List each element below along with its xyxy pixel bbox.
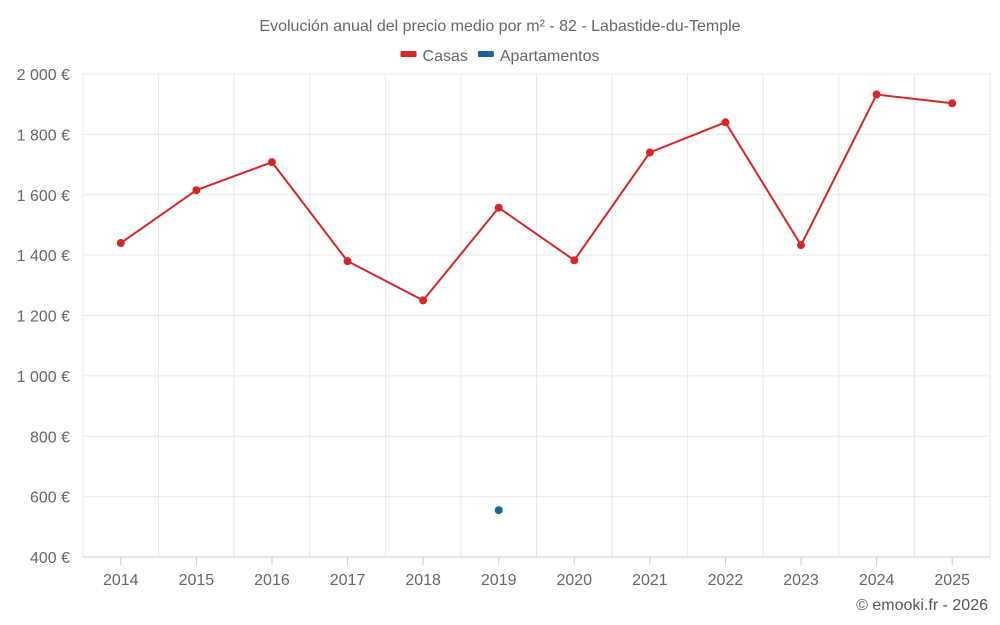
x-gridlines: [82, 74, 991, 557]
series-line: [120, 93, 953, 302]
data-point[interactable]: [419, 296, 428, 305]
series-apartamentos: [494, 506, 503, 515]
legend: Casas Apartamentos: [400, 48, 600, 65]
data-point[interactable]: [192, 186, 201, 195]
y-tick-label: 1 200 €: [17, 309, 70, 326]
chart-title: Evolución anual del precio medio por m² …: [259, 18, 740, 35]
x-axis-tick-labels: 2014 2015 2016 2017 2018 2019 2020 2021 2022 2023…: [103, 557, 970, 589]
y-tick-label: 1 400 €: [17, 248, 70, 265]
y-tick-label: 2 000 €: [17, 67, 70, 84]
data-point[interactable]: [570, 256, 579, 265]
legend-swatch: [477, 51, 494, 57]
data-point[interactable]: [116, 239, 125, 248]
legend-label: Casas: [423, 48, 468, 65]
data-point[interactable]: [948, 99, 957, 108]
x-tick-label: 2017: [330, 572, 366, 589]
data-point[interactable]: [494, 203, 503, 212]
data-point[interactable]: [494, 506, 503, 515]
y-tick-label: 1 800 €: [17, 127, 70, 144]
credit-text: © emooki.fr - 2026: [856, 597, 988, 614]
x-tick-label: 2021: [632, 572, 668, 589]
series-casas: [116, 90, 957, 305]
y-tick-label: 600 €: [30, 490, 70, 507]
data-point[interactable]: [721, 118, 730, 127]
data-point[interactable]: [797, 241, 806, 250]
x-tick-label: 2024: [859, 572, 895, 589]
legend-swatch: [400, 51, 417, 57]
x-tick-label: 2014: [103, 572, 139, 589]
data-point[interactable]: [267, 158, 276, 167]
x-tick-label: 2023: [783, 572, 819, 589]
y-tick-label: 400 €: [30, 550, 70, 567]
y-tick-label: 1 000 €: [17, 369, 70, 386]
legend-item-apartamentos[interactable]: Apartamentos: [477, 48, 600, 65]
legend-label: Apartamentos: [500, 48, 600, 65]
x-tick-label: 2020: [556, 572, 592, 589]
x-tick-label: 2015: [179, 572, 215, 589]
x-tick-label: 2019: [481, 572, 517, 589]
x-tick-label: 2025: [934, 572, 970, 589]
data-point[interactable]: [645, 148, 654, 157]
series-layer: [116, 90, 957, 515]
y-axis-tick-labels: 400 € 600 € 800 € 1 000 € 1 200 € 1 400 € 1 60…: [17, 67, 70, 567]
x-tick-label: 2018: [405, 572, 441, 589]
data-point[interactable]: [343, 257, 352, 266]
legend-item-casas[interactable]: Casas: [400, 48, 468, 65]
x-tick-label: 2016: [254, 572, 290, 589]
x-tick-label: 2022: [708, 572, 744, 589]
y-tick-label: 800 €: [30, 429, 70, 446]
data-point[interactable]: [872, 90, 881, 99]
y-tick-label: 1 600 €: [17, 188, 70, 205]
